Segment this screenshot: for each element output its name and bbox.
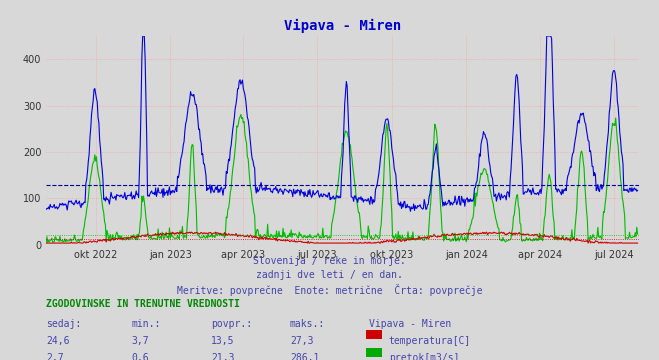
Text: 13,5: 13,5 (211, 336, 235, 346)
Text: 2,7: 2,7 (46, 353, 64, 360)
Text: min.:: min.: (132, 319, 161, 329)
Text: 0,6: 0,6 (132, 353, 150, 360)
Text: povpr.:: povpr.: (211, 319, 252, 329)
Text: 286,1: 286,1 (290, 353, 320, 360)
Text: sedaj:: sedaj: (46, 319, 81, 329)
Text: 27,3: 27,3 (290, 336, 314, 346)
Text: Vipava - Miren: Vipava - Miren (369, 319, 451, 329)
Title: Vipava - Miren: Vipava - Miren (284, 19, 401, 33)
Text: Slovenija / reke in morje.: Slovenija / reke in morje. (253, 256, 406, 266)
Text: Meritve: povprečne  Enote: metrične  Črta: povprečje: Meritve: povprečne Enote: metrične Črta:… (177, 284, 482, 296)
Text: ZGODOVINSKE IN TRENUTNE VREDNOSTI: ZGODOVINSKE IN TRENUTNE VREDNOSTI (46, 299, 240, 309)
Text: temperatura[C]: temperatura[C] (389, 336, 471, 346)
Text: pretok[m3/s]: pretok[m3/s] (389, 353, 459, 360)
Text: 3,7: 3,7 (132, 336, 150, 346)
Text: 21,3: 21,3 (211, 353, 235, 360)
Text: maks.:: maks.: (290, 319, 325, 329)
Text: 24,6: 24,6 (46, 336, 70, 346)
Text: zadnji dve leti / en dan.: zadnji dve leti / en dan. (256, 270, 403, 280)
